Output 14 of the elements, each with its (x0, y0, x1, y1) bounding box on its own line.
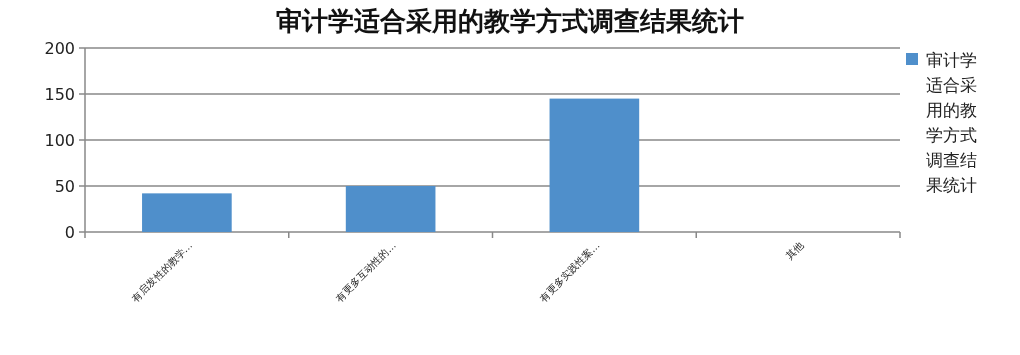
y-tick-label: 0 (64, 223, 75, 242)
chart-title: 审计学适合采用的教学方式调查结果统计 (276, 6, 744, 36)
y-tick-label: 150 (44, 85, 75, 104)
bar (549, 98, 640, 232)
bar (345, 186, 436, 232)
x-tick-label: 有更多实践性案… (537, 239, 602, 304)
legend-label: 审计学适合采用的教学方式调查结果统计 (926, 50, 977, 195)
x-tick-label: 有更多互动性的… (333, 239, 399, 304)
y-tick-label: 100 (44, 131, 75, 150)
y-tick-label: 200 (44, 39, 75, 58)
bar (142, 193, 232, 232)
y-tick-label: 50 (54, 177, 75, 196)
x-tick-label: 有启发性的教学… (129, 239, 195, 304)
x-tick-label: 其他 (783, 239, 806, 262)
